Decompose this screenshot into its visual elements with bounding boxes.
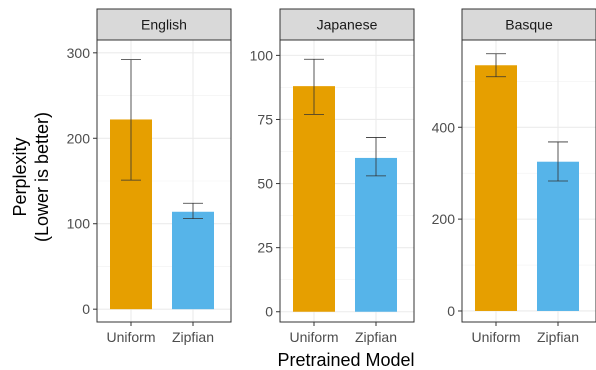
- facet-strip: [96, 8, 232, 41]
- y-tick-label: 0: [82, 301, 90, 317]
- y-tick-label: 0: [265, 304, 273, 320]
- facet-strip: [279, 8, 415, 41]
- bar-uniform: [293, 86, 335, 312]
- y-tick-label: 75: [257, 111, 273, 127]
- x-tick-label-zipfian: Zipfian: [172, 329, 214, 345]
- x-axis-label: Pretrained Model: [277, 350, 414, 370]
- y-tick-label: 50: [257, 176, 273, 192]
- facet-strip-label: English: [141, 17, 187, 33]
- y-tick-label: 0: [447, 303, 455, 319]
- error-bar-zipfian: [366, 137, 386, 177]
- y-tick-label: 300: [67, 45, 91, 61]
- y-tick-label: 400: [432, 119, 456, 135]
- x-tick-label-zipfian: Zipfian: [355, 329, 397, 345]
- y-axis-label-line-1: Perplexity: [10, 137, 30, 216]
- panel-english: English 0 100 200 300 Uniform Zipfian: [67, 8, 232, 345]
- x-tick-label-uniform: Uniform: [289, 329, 338, 345]
- facet-strip-label: Japanese: [317, 17, 378, 33]
- bar-zipfian: [172, 211, 214, 310]
- panel-basque: Basque 0 200 400 Uniform Zipfian: [432, 8, 596, 345]
- y-tick-label: 25: [257, 240, 273, 256]
- chart-panels: English 0 100 200 300 Uniform Zipfian Japanese 0…: [67, 8, 596, 345]
- y-tick-label: 200: [432, 211, 456, 227]
- x-tick-label-uniform: Uniform: [106, 329, 155, 345]
- error-bar-uniform: [121, 59, 141, 181]
- error-bar-zipfian: [183, 202, 203, 220]
- error-bar-uniform: [486, 53, 506, 78]
- y-tick-label: 100: [67, 216, 91, 232]
- panel-japanese: Japanese 0 25 50 75 100 Uniform Zipfian: [250, 8, 415, 345]
- bar-zipfian: [537, 161, 579, 311]
- facet-strip-label: Basque: [505, 17, 553, 33]
- y-axis-label-line-2: (Lower is better): [32, 112, 52, 242]
- y-tick-label: 200: [67, 130, 91, 146]
- error-bar-zipfian: [548, 141, 568, 182]
- x-tick-label-uniform: Uniform: [471, 329, 520, 345]
- facet-strip: [461, 8, 596, 41]
- bar-uniform: [475, 65, 517, 311]
- x-tick-label-zipfian: Zipfian: [537, 329, 579, 345]
- bar-zipfian: [355, 157, 397, 312]
- y-tick-label: 100: [250, 47, 274, 63]
- error-bar-uniform: [304, 58, 324, 115]
